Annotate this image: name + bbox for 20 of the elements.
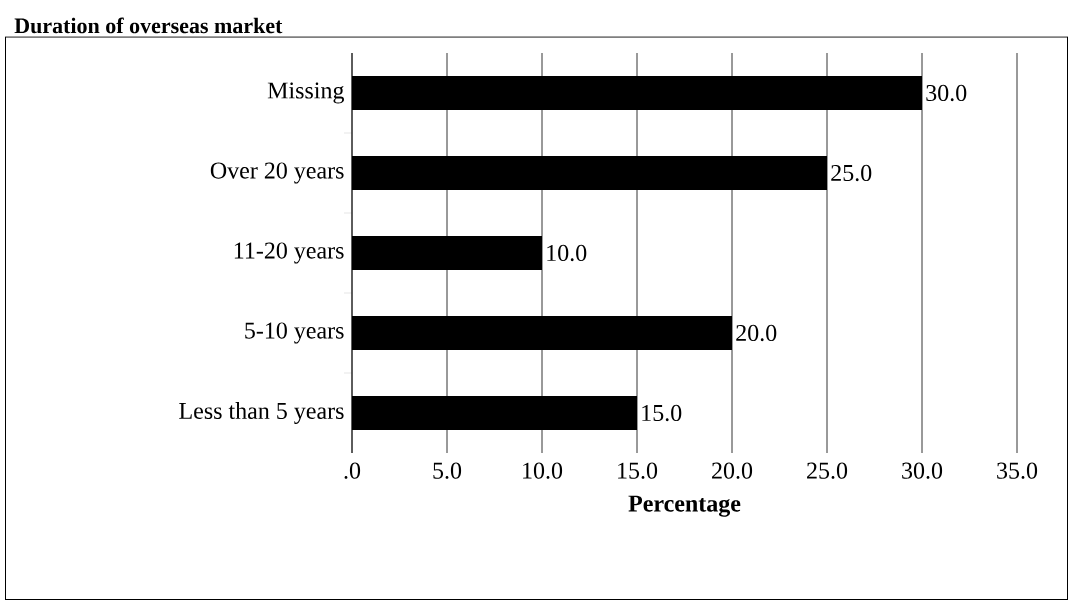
x-tick-label: .0 [344, 462, 361, 479]
data-label: 25.0 [831, 164, 872, 182]
data-label: 10.0 [547, 244, 587, 262]
data-label: 30.0 [926, 84, 967, 102]
x-tick-label: 5.0 [433, 462, 462, 479]
x-tick-label: 30.0 [902, 462, 943, 479]
y-tick-label: 5-10 years [245, 322, 344, 344]
y-tick-label: 11-20 years [234, 242, 344, 264]
y-tick-label: Missing [267, 82, 345, 104]
x-tick-label: 10.0 [523, 462, 563, 479]
text: Duration of overseas market [14, 17, 283, 34]
x-tick-label: 35.0 [997, 462, 1038, 479]
data-label: 20.0 [736, 324, 777, 342]
x-tick-label: 15.0 [618, 462, 658, 479]
x-tick-label: 25.0 [807, 462, 848, 479]
x-axis-title: Percentage [628, 495, 741, 517]
x-tick-label: 20.0 [712, 462, 753, 479]
y-tick-label: Less than 5 years [179, 402, 344, 424]
y-tick-label: Over 20 years [210, 162, 344, 184]
data-label: 15.0 [642, 404, 682, 422]
